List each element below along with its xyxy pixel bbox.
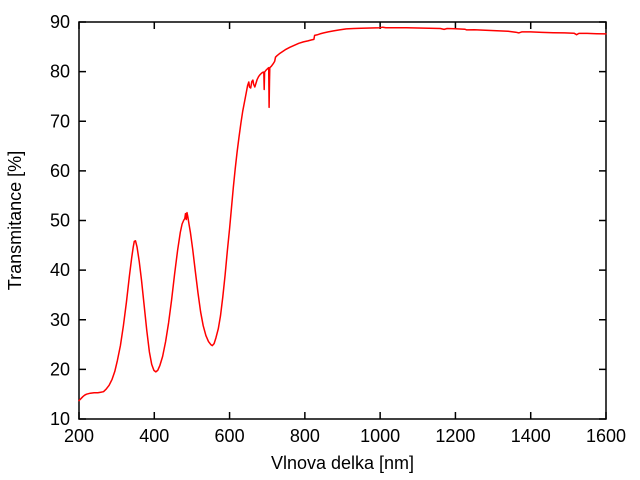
x-tick-labels: 200 400 600 800 1000 1200 1400 1600 bbox=[64, 426, 626, 446]
plot-border bbox=[78, 21, 607, 420]
x-tick-label: 800 bbox=[290, 426, 320, 446]
y-tick-label: 50 bbox=[50, 211, 70, 231]
y-tick-label: 80 bbox=[50, 62, 70, 82]
y-tick-label: 30 bbox=[50, 310, 70, 330]
x-tick-label: 200 bbox=[64, 426, 94, 446]
y-tick-label: 40 bbox=[50, 260, 70, 280]
x-tick-label: 1000 bbox=[360, 426, 400, 446]
x-tick-label: 1200 bbox=[435, 426, 475, 446]
x-tick-label: 400 bbox=[139, 426, 169, 446]
x-axis-label: Vlnova delka [nm] bbox=[271, 453, 414, 473]
y-tick-label: 90 bbox=[50, 12, 70, 32]
y-tick-label: 60 bbox=[50, 161, 70, 181]
axis-ticks bbox=[78, 21, 607, 420]
y-axis-label: Transmitance [%] bbox=[5, 151, 25, 290]
y-tick-labels: 10 20 30 40 50 60 70 80 90 bbox=[50, 12, 70, 429]
transmittance-line bbox=[78, 26, 607, 402]
y-tick-label: 70 bbox=[50, 111, 70, 131]
x-tick-label: 600 bbox=[215, 426, 245, 446]
y-tick-label: 20 bbox=[50, 359, 70, 379]
x-tick-label: 1600 bbox=[586, 426, 626, 446]
y-tick-label: 10 bbox=[50, 409, 70, 429]
x-tick-label: 1400 bbox=[511, 426, 551, 446]
